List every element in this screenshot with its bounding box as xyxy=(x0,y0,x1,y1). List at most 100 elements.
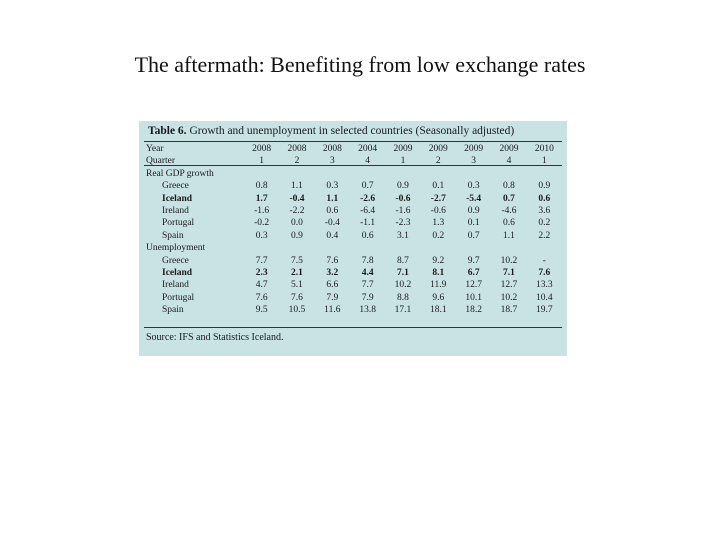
table-cell: 19.7 xyxy=(536,305,553,316)
table-cell: 7.9 xyxy=(361,292,374,303)
table-cell: 11.6 xyxy=(324,305,341,316)
table-cell xyxy=(456,168,491,180)
section-heading-row: Real GDP growth xyxy=(144,168,562,180)
table-cell: 0.9 xyxy=(397,181,409,192)
table-cell: 4.4 xyxy=(361,268,374,279)
table-cell: 8.7 xyxy=(397,255,409,266)
table-caption: Table 6. Growth and unemployment in sele… xyxy=(148,125,514,137)
table-cell: 2009 xyxy=(393,144,413,154)
table-cell: -1.6 xyxy=(254,206,270,217)
table-cell: 1.1 xyxy=(326,193,339,204)
table-cell: 10.1 xyxy=(465,292,482,303)
slide-title: The aftermath: Benefiting from low excha… xyxy=(134,52,586,77)
table-cell: 0.9 xyxy=(538,181,551,192)
table-cell: 7.6 xyxy=(255,292,268,303)
table-cell: -0.2 xyxy=(254,218,270,229)
table-cell: 0.3 xyxy=(326,181,339,192)
row-label: Spain xyxy=(162,305,184,316)
table-row: Ireland -1.6 -2.2 0.6 -6.4 -1.6 -0.6 0.9 -4.6 3.6 xyxy=(144,205,562,217)
table-cell xyxy=(385,242,420,254)
header-row: Year 2008 2008 2008 2004 2009 2009 2009 2009 2010 xyxy=(144,143,562,155)
table-cell: 12.7 xyxy=(465,280,482,291)
table-cell: 0.8 xyxy=(255,181,268,192)
table-cell: 0.6 xyxy=(538,193,551,204)
table-cell: 0.6 xyxy=(326,206,339,217)
table-cell: 4.7 xyxy=(255,280,268,291)
table-cell xyxy=(279,242,314,254)
table-caption-label: Table 6. xyxy=(148,125,187,137)
table-cell: 2009 xyxy=(499,144,519,154)
table-cell: 9.2 xyxy=(432,255,445,266)
table-cell: -0.6 xyxy=(430,206,446,217)
table-cell: 2009 xyxy=(464,144,484,154)
table-cell: -0.4 xyxy=(324,218,340,229)
table-cell: 7.1 xyxy=(503,268,515,279)
table-cell: 8.1 xyxy=(432,268,445,279)
table-caption-text: Growth and unemployment in selected coun… xyxy=(189,125,515,137)
row-label: Year xyxy=(146,144,164,154)
table-row: Iceland 1.7 -0.4 1.1 -2.6 -0.6 -2.7 -5.4 0.7 0.6 xyxy=(144,193,562,205)
table-cell xyxy=(421,242,456,254)
table-cell: 9.6 xyxy=(432,292,445,303)
table-cell: 7.5 xyxy=(291,255,303,266)
table-cell xyxy=(491,168,526,180)
table-cell xyxy=(527,168,562,180)
table-cell xyxy=(527,242,562,254)
row-label: Iceland xyxy=(162,193,193,204)
table-rule-top xyxy=(144,141,562,142)
table-cell: 18.2 xyxy=(465,305,482,316)
table-row: Iceland 2.3 2.1 3.2 4.4 7.1 8.1 6.7 7.1 7.6 xyxy=(144,267,562,279)
table-cell: 10.5 xyxy=(288,305,306,316)
table-cell: 0.2 xyxy=(432,230,445,241)
table-cell: 2.1 xyxy=(291,268,303,279)
table-cell: 1.3 xyxy=(432,218,445,229)
section-heading-row: Unemployment xyxy=(144,242,562,254)
table-panel: Table 6. Growth and unemployment in sele… xyxy=(139,121,567,356)
table-cell: 0.0 xyxy=(291,218,303,229)
table-cell xyxy=(385,168,420,180)
table-row: Portugal 7.6 7.6 7.9 7.9 8.8 9.6 10.1 10.2 10.4 xyxy=(144,292,562,304)
table-cell: -5.4 xyxy=(466,193,482,204)
table-row: Greece 7.7 7.5 7.6 7.8 8.7 9.2 9.7 10.2 - xyxy=(144,255,562,267)
table-cell: 13.8 xyxy=(359,305,376,316)
table-cell xyxy=(491,242,526,254)
row-label: Ireland xyxy=(162,280,189,291)
table-row: Spain 0.3 0.9 0.4 0.6 3.1 0.2 0.7 1.1 2.2 xyxy=(144,230,562,242)
table-cell: 4 xyxy=(506,156,512,167)
table-cell: 0.7 xyxy=(361,181,374,192)
table-cell xyxy=(350,168,385,180)
table-cell: -4.6 xyxy=(501,206,517,217)
table-cell: 11.9 xyxy=(430,280,447,291)
table-cell: 9.7 xyxy=(467,255,480,266)
row-label: Portugal xyxy=(162,292,195,303)
table-row: Ireland 4.7 5.1 6.6 7.7 10.2 11.9 12.7 12.7 13.3 xyxy=(144,279,562,291)
table-cell: 2004 xyxy=(358,144,378,154)
table-cell: -2.6 xyxy=(360,193,376,204)
table-cell: 0.7 xyxy=(503,193,515,204)
table-cell: 7.8 xyxy=(361,255,374,266)
table-cell: 0.8 xyxy=(503,181,515,192)
table-row: Spain 9.5 10.5 11.6 13.8 17.1 18.1 18.2 18.7 19.7 xyxy=(144,304,562,316)
table-cell: 6.7 xyxy=(467,268,480,279)
table-cell: 6.6 xyxy=(326,280,339,291)
table-cell: 7.6 xyxy=(538,268,551,279)
table-cell: -1.6 xyxy=(395,206,411,217)
table-cell: 10.2 xyxy=(500,255,518,266)
table-cell: 0.6 xyxy=(361,230,374,241)
table-cell: 10.2 xyxy=(394,280,412,291)
table-cell: 0.1 xyxy=(467,218,480,229)
table-row: Portugal -0.2 0.0 -0.4 -1.1 -2.3 1.3 0.1 0.6 0.2 xyxy=(144,217,562,229)
table-cell: 1.1 xyxy=(503,230,515,241)
table-cell: - xyxy=(542,255,546,266)
row-label: Spain xyxy=(162,230,184,241)
table-rule-bottom xyxy=(144,327,562,328)
data-table: Year 2008 2008 2008 2004 2009 2009 2009 2009 2010… xyxy=(144,143,562,317)
table-cell: 2008 xyxy=(252,144,272,154)
table-cell: 3.6 xyxy=(538,206,551,217)
table-cell: 1 xyxy=(541,156,547,167)
table-row: Greece 0.8 1.1 0.3 0.7 0.9 0.1 0.3 0.8 0.9 xyxy=(144,180,562,192)
table-cell: 7.7 xyxy=(255,255,268,266)
table-cell: 1.7 xyxy=(255,193,268,204)
table-cell: 10.4 xyxy=(536,292,553,303)
table-cell: 3.1 xyxy=(397,230,409,241)
